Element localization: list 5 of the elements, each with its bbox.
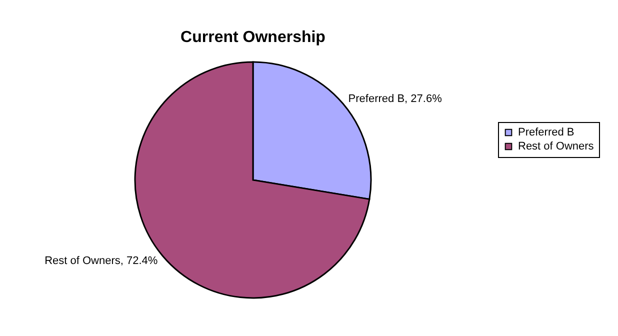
legend-label: Preferred B	[518, 126, 574, 138]
chart-title: Current Ownership	[180, 29, 326, 46]
legend-label: Rest of Owners	[518, 140, 594, 152]
data-label: Preferred B, 27.6%	[348, 93, 442, 106]
data-label: Rest of Owners, 72.4%	[44, 254, 158, 267]
